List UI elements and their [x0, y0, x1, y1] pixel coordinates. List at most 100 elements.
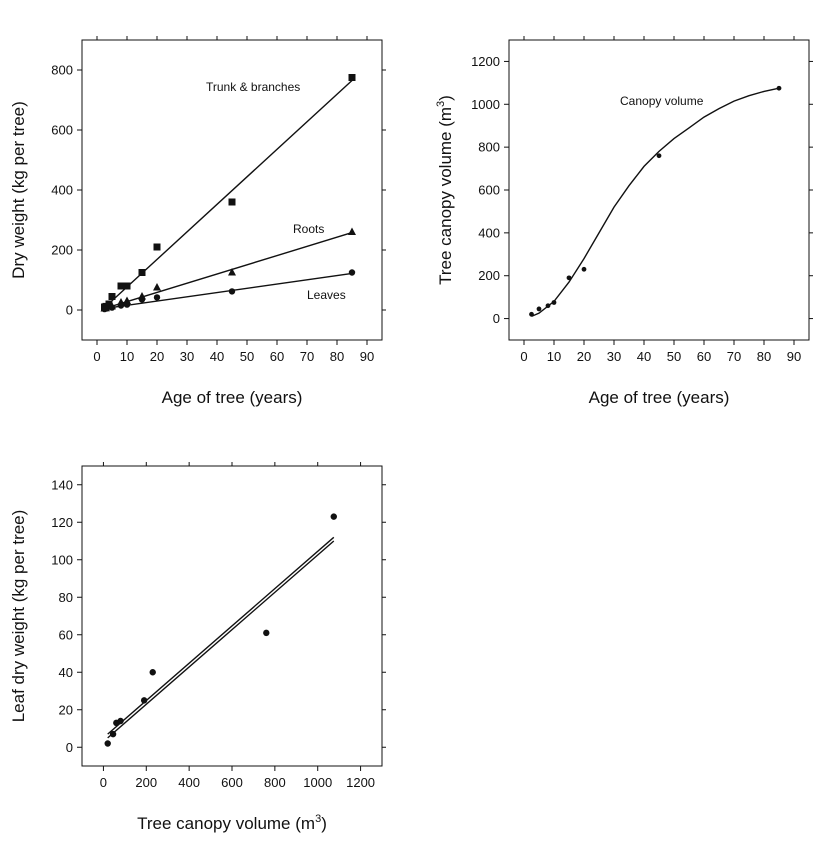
data-point-triangle — [228, 268, 236, 276]
panel-canopy-volume-vs-age: 0 10 20 30 40 50 60 70 80 90 0 200 400 600 800 1000 1200… — [435, 36, 813, 407]
x-tick-label: 10 — [547, 349, 561, 364]
series-annotation: Trunk & branches — [206, 80, 300, 94]
y-tick-label: 400 — [51, 183, 73, 198]
data-point-square — [117, 282, 125, 290]
data-point-circle — [140, 697, 148, 704]
data-point-square — [105, 300, 113, 308]
fit-line — [104, 272, 353, 310]
y-tick-label: 100 — [51, 552, 73, 567]
data-point-circle — [536, 306, 542, 312]
x-tick-label: 70 — [300, 349, 314, 364]
y-axis-title-text: Leaf dry weight (kg per tree) — [9, 510, 28, 723]
y-tick-label: 0 — [66, 303, 73, 318]
x-tick-label: 1000 — [303, 775, 332, 790]
fit-line — [107, 540, 335, 739]
data-point-square — [348, 74, 356, 81]
data-point-circle — [545, 303, 551, 309]
x-tick-label: 30 — [607, 349, 621, 364]
data-point-circle — [529, 311, 534, 317]
data-point-circle — [109, 730, 117, 738]
x-tick-label: 80 — [757, 349, 771, 364]
x-axis-title-text: Tree canopy volume (m — [137, 814, 315, 833]
x-tick-label: 40 — [210, 349, 224, 364]
data-point-circle — [102, 305, 110, 312]
x-tick-label: 80 — [330, 349, 344, 364]
data-point-square — [153, 243, 161, 251]
data-point-circle — [348, 269, 356, 276]
y-tick-label: 120 — [51, 515, 73, 530]
x-axis-title: Age of tree (years) — [162, 388, 303, 407]
y-tick-label: 200 — [478, 268, 500, 283]
x-axis-title-text: Age of tree (years) — [162, 388, 303, 407]
data-point-circle — [123, 301, 131, 308]
x-tick-label: 1200 — [346, 775, 375, 790]
fit-line — [104, 79, 353, 309]
fit-line — [531, 87, 780, 318]
data-point-triangle — [153, 283, 161, 291]
series-annotation: Roots — [293, 222, 324, 236]
data-point-triangle — [348, 227, 356, 235]
y-tick-label: 60 — [59, 627, 73, 642]
y-axis-title: Leaf dry weight (kg per tree) — [9, 510, 28, 723]
y-axis-title: Dry weight (kg per tree) — [9, 101, 28, 279]
x-tick-label: 60 — [697, 349, 711, 364]
data-point-circle — [149, 669, 156, 676]
y-tick-label: 40 — [59, 665, 73, 680]
data-point-circle — [153, 294, 161, 301]
x-tick-label: 0 — [520, 349, 527, 364]
data-point-circle — [117, 302, 125, 309]
data-point-circle — [566, 275, 572, 281]
data-point-square — [228, 198, 236, 206]
fit-line — [104, 231, 353, 310]
x-axis-title-superscript: 3 — [315, 813, 321, 825]
x-tick-label: 90 — [787, 349, 801, 364]
x-tick-label: 200 — [135, 775, 157, 790]
y-axis-title-superscript: 3 — [435, 101, 447, 107]
x-axis-title: Age of tree (years) — [589, 388, 730, 407]
y-tick-label: 400 — [478, 225, 500, 240]
x-tick-label: 50 — [667, 349, 681, 364]
fit-line-secondary — [107, 536, 335, 735]
data-point-circle — [104, 740, 111, 747]
x-tick-label: 20 — [577, 349, 591, 364]
x-axis-title-end: ) — [321, 814, 327, 833]
data-point-square — [138, 269, 146, 276]
data-point-circle — [656, 153, 662, 159]
x-tick-label: 50 — [240, 349, 254, 364]
x-tick-label: 20 — [150, 349, 164, 364]
data-point-circle — [330, 513, 337, 520]
series-annotation: Leaves — [307, 288, 346, 302]
data-point-circle — [581, 266, 587, 272]
data-point-circle — [228, 288, 236, 295]
plot-frame — [508, 39, 810, 341]
y-tick-label: 80 — [59, 590, 73, 605]
data-point-circle — [117, 717, 124, 725]
data-point-square — [108, 293, 116, 300]
y-tick-label: 600 — [51, 123, 73, 138]
data-point-circle — [551, 300, 557, 305]
y-axis-title-text: Tree canopy volume (m — [436, 107, 455, 285]
data-point-circle — [263, 629, 270, 637]
data-point-square — [123, 282, 131, 290]
y-tick-label: 1000 — [471, 97, 500, 112]
y-tick-label: 800 — [51, 63, 73, 78]
x-tick-label: 600 — [221, 775, 243, 790]
y-tick-label: 0 — [493, 311, 500, 326]
y-tick-label: 200 — [51, 243, 73, 258]
y-tick-label: 20 — [59, 702, 73, 717]
x-tick-label: 60 — [270, 349, 284, 364]
panel-dry-weight-vs-age: 0 10 20 30 40 50 60 70 80 90 0 200 400 600 800 Age of t… — [9, 36, 386, 407]
x-tick-label: 40 — [637, 349, 651, 364]
y-tick-label: 0 — [66, 740, 73, 755]
data-point-circle — [108, 304, 116, 311]
x-tick-label: 30 — [180, 349, 194, 364]
y-tick-label: 140 — [51, 477, 73, 492]
x-axis-title: Tree canopy volume (m3) — [137, 813, 327, 833]
y-axis-title-text: Dry weight (kg per tree) — [9, 101, 28, 279]
y-tick-label: 600 — [478, 183, 500, 198]
x-tick-label: 400 — [178, 775, 200, 790]
x-tick-label: 0 — [93, 349, 100, 364]
x-tick-label: 90 — [360, 349, 374, 364]
x-tick-label: 800 — [264, 775, 286, 790]
y-tick-label: 800 — [478, 140, 500, 155]
